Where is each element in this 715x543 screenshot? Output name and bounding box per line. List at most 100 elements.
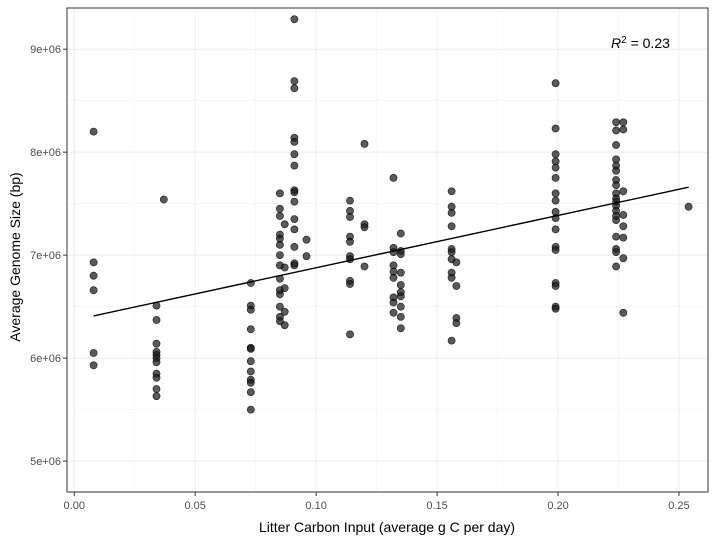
data-point <box>246 305 255 314</box>
data-point <box>551 304 560 313</box>
data-point <box>346 213 354 221</box>
data-point <box>346 330 354 339</box>
data-point <box>551 282 560 290</box>
data-point <box>396 302 405 311</box>
data-point <box>551 196 560 205</box>
data-point <box>389 173 398 182</box>
data-point <box>159 195 168 204</box>
data-point <box>684 202 693 211</box>
data-point <box>396 229 405 238</box>
data-point <box>246 344 255 353</box>
data-point <box>619 187 628 196</box>
data-point <box>290 15 299 24</box>
data-point <box>612 248 620 256</box>
grid <box>67 8 708 492</box>
data-point <box>612 166 620 175</box>
data-point <box>619 254 628 263</box>
plot-panel-border <box>66 7 709 493</box>
data-point <box>275 290 284 299</box>
data-point <box>290 161 299 170</box>
data-point <box>612 216 620 224</box>
data-point <box>290 137 299 146</box>
data-point <box>280 263 289 272</box>
data-point <box>275 189 284 198</box>
data-point <box>619 222 628 231</box>
x-tick-label: 0.10 <box>305 500 326 512</box>
data-point <box>447 248 456 256</box>
data-point <box>447 336 456 345</box>
x-tick-label: 0.00 <box>64 500 85 512</box>
data-point <box>290 77 299 85</box>
x-tick-label: 0.15 <box>426 500 447 512</box>
data-point <box>290 197 299 206</box>
data-point <box>360 223 369 232</box>
y-tick-label: 9e+06 <box>30 44 61 56</box>
data-point <box>396 312 405 321</box>
data-point <box>447 187 456 196</box>
data-point <box>452 319 461 327</box>
y-tick-label: 7e+06 <box>30 250 61 262</box>
data-point <box>551 189 560 198</box>
data-point <box>447 273 456 282</box>
data-point <box>551 246 560 254</box>
data-point <box>551 124 560 133</box>
data-point <box>152 316 161 324</box>
data-point <box>612 141 620 149</box>
y-tick-label: 6e+06 <box>30 353 61 365</box>
data-point <box>551 79 560 88</box>
data-point <box>89 127 98 136</box>
data-point <box>396 281 405 289</box>
data-point <box>619 125 628 134</box>
data-point <box>612 181 620 189</box>
data-point <box>612 118 620 127</box>
data-point <box>551 173 560 182</box>
data-point <box>612 126 620 135</box>
data-point <box>246 367 255 376</box>
data-point <box>619 118 628 127</box>
data-point <box>280 321 289 330</box>
data-point <box>619 211 628 219</box>
data-point <box>452 282 461 290</box>
data-point <box>275 212 284 220</box>
data-point <box>246 388 255 396</box>
data-point <box>89 286 98 295</box>
data-point <box>152 373 161 382</box>
data-point <box>89 361 98 370</box>
data-point <box>389 298 398 307</box>
r-squared-superscript: 2 <box>621 35 627 46</box>
data-point <box>152 392 161 401</box>
data-point <box>246 405 255 414</box>
r-squared-annotation: R2 = 0.23 <box>611 35 670 52</box>
data-point <box>612 262 620 271</box>
data-point <box>396 292 405 301</box>
data-point <box>275 302 284 311</box>
data-point <box>152 339 161 348</box>
data-point <box>290 225 299 234</box>
data-point <box>551 150 560 159</box>
data-point <box>290 150 299 159</box>
data-point <box>396 250 405 258</box>
y-axis-title: Average Genome Size (bp) <box>7 172 23 341</box>
data-point <box>290 84 299 93</box>
data-point <box>447 222 456 231</box>
data-point <box>246 357 255 366</box>
data-point <box>389 308 398 317</box>
data-point <box>551 163 560 172</box>
r-squared-value: = 0.23 <box>627 35 670 51</box>
data-point <box>290 261 299 270</box>
data-point <box>275 204 284 213</box>
data-point <box>360 262 369 271</box>
data-point <box>619 308 628 317</box>
data-point <box>246 325 255 334</box>
data-point <box>152 385 161 393</box>
data-point <box>346 196 354 205</box>
data-point <box>280 307 289 316</box>
data-point <box>551 225 560 234</box>
data-point <box>619 233 628 242</box>
data-point <box>447 208 456 217</box>
regression-line <box>93 186 689 317</box>
r-squared-symbol: R <box>611 35 621 51</box>
data-point <box>302 235 311 244</box>
data-point <box>89 271 98 280</box>
